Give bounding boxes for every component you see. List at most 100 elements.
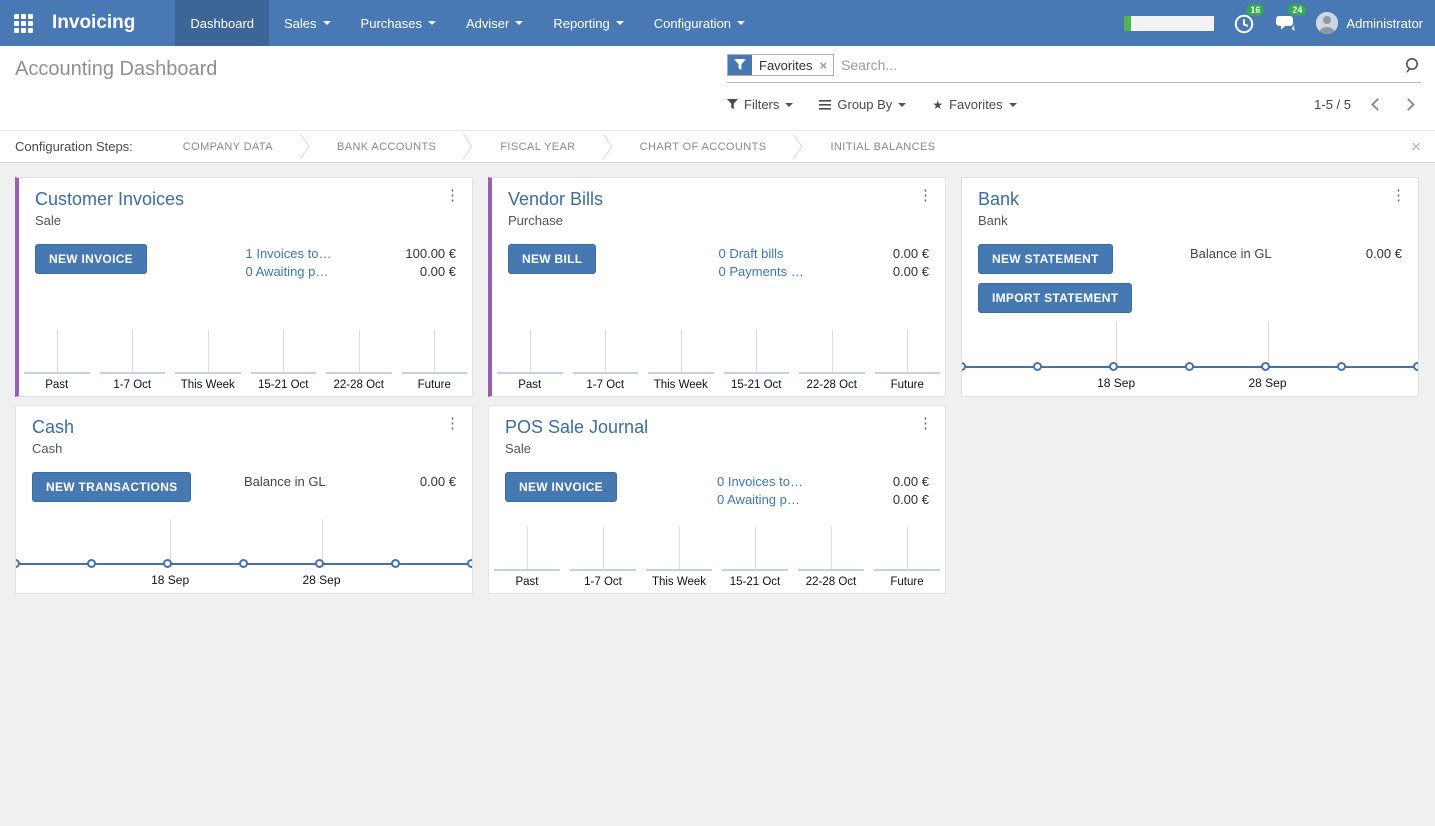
card-subtitle: Sale: [35, 213, 62, 228]
sparkline-line-chart[interactable]: 18 Sep 28 Sep: [962, 322, 1418, 396]
step-fiscal-year[interactable]: FISCAL YEAR: [500, 140, 576, 153]
new-transactions-button[interactable]: NEW TRANSACTIONS: [32, 472, 192, 502]
menu-purchases[interactable]: Purchases: [346, 0, 451, 46]
menu-sales[interactable]: Sales: [269, 0, 346, 46]
x-tick-label: 22-28 Oct: [806, 379, 858, 391]
search-options-row: Filters Group By ★ Favorites 1-5 / 5: [727, 97, 1435, 112]
step-initial-balances[interactable]: INITIAL BALANCES: [830, 140, 936, 153]
x-tick-label: 22-28 Oct: [333, 379, 385, 391]
x-tick-label: 22-28 Oct: [805, 576, 857, 588]
navbar-right: 16 24 Administrator: [1124, 0, 1435, 46]
x-tick-label: Past: [45, 379, 69, 391]
x-tick-label: Past: [518, 379, 542, 391]
caret-down-icon: [515, 21, 524, 25]
sparkline-line-chart[interactable]: 18 Sep 28 Sep: [16, 519, 472, 593]
new-invoice-button[interactable]: NEW INVOICE: [35, 244, 147, 274]
kebab-menu-icon[interactable]: ⋮: [918, 187, 933, 204]
group-by-button[interactable]: Group By: [819, 97, 907, 112]
card-title[interactable]: Customer Invoices: [35, 189, 185, 209]
funnel-icon: [727, 99, 738, 110]
invoices-to-validate-link[interactable]: 0 Invoices to…: [717, 474, 803, 489]
payments-link[interactable]: 0 Payments …: [718, 264, 804, 279]
menu-reporting[interactable]: Reporting: [538, 0, 638, 46]
card-title[interactable]: Bank: [978, 189, 1020, 209]
new-statement-button[interactable]: NEW STATEMENT: [978, 244, 1113, 274]
menu-adviser[interactable]: Adviser: [451, 0, 538, 46]
new-invoice-button[interactable]: NEW INVOICE: [505, 472, 617, 502]
kebab-menu-icon[interactable]: ⋮: [445, 415, 460, 432]
menu-configuration[interactable]: Configuration: [639, 0, 760, 46]
control-panel: Accounting Dashboard Favorites ×: [0, 46, 1435, 130]
sparkline-bar-chart[interactable]: Past 1-7 Oct This Week 15-21 Oct 22-28 O…: [19, 330, 472, 396]
awaiting-payments-link[interactable]: 0 Awaiting p…: [717, 492, 800, 507]
pager-previous-icon[interactable]: [1371, 98, 1384, 111]
kebab-menu-icon[interactable]: ⋮: [445, 187, 460, 204]
search-input[interactable]: [841, 57, 1403, 73]
x-tick-label: 28 Sep: [1248, 376, 1287, 390]
x-tick-label: 18 Sep: [1097, 376, 1136, 390]
x-tick-label: Future: [417, 379, 451, 391]
pager: 1-5 / 5: [1314, 97, 1435, 112]
x-tick-label: Future: [890, 379, 924, 391]
kpi-row: Balance in GL 0.00 €: [244, 474, 456, 489]
x-tick-label: 15-21 Oct: [729, 576, 781, 588]
chevron-separator-icon: [793, 133, 803, 160]
x-tick-label: 28 Sep: [302, 573, 341, 587]
sparkline-bar-chart[interactable]: Past 1-7 Oct This Week 15-21 Oct 22-28 O…: [489, 527, 945, 593]
filter-funnel-icon: [728, 55, 752, 75]
awaiting-payments-link[interactable]: 0 Awaiting p…: [245, 264, 329, 279]
draft-bills-link[interactable]: 0 Draft bills: [718, 246, 784, 261]
caret-down-icon: [427, 21, 436, 25]
pager-next-icon[interactable]: [1402, 98, 1415, 111]
search-icon[interactable]: [1403, 56, 1421, 74]
x-tick-label: 1-7 Oct: [584, 576, 622, 588]
menu-configuration-label: Configuration: [653, 15, 732, 31]
config-steps-label: Configuration Steps:: [15, 139, 133, 154]
x-tick-label: This Week: [180, 379, 235, 391]
menu-reporting-label: Reporting: [553, 15, 610, 31]
kebab-menu-icon[interactable]: ⋮: [1391, 187, 1406, 204]
card-customer-invoices: ⋮ Customer Invoices Sale NEW INVOICE 1 I…: [15, 177, 473, 397]
kpi-value: 0.00 €: [892, 264, 929, 279]
kebab-menu-icon[interactable]: ⋮: [918, 415, 933, 432]
facet-remove-icon[interactable]: ×: [819, 57, 828, 73]
user-name: Administrator: [1346, 15, 1423, 31]
messages-badge: 24: [1288, 4, 1307, 16]
invoices-to-validate-link[interactable]: 1 Invoices to…: [245, 246, 332, 261]
balance-in-gl-label: Balance in GL: [1190, 246, 1272, 261]
user-menu[interactable]: Administrator: [1316, 12, 1423, 34]
activities-badge: 16: [1246, 4, 1265, 16]
step-chart-of-accounts[interactable]: CHART OF ACCOUNTS: [639, 140, 767, 153]
card-title[interactable]: POS Sale Journal: [505, 417, 649, 437]
search-bar[interactable]: Favorites ×: [727, 54, 1421, 83]
activities-button[interactable]: 16: [1232, 4, 1265, 35]
breadcrumb: Accounting Dashboard: [15, 58, 218, 80]
app-title[interactable]: Invoicing: [52, 12, 136, 33]
card-subtitle: Sale: [505, 441, 532, 456]
messages-button[interactable]: 24: [1274, 4, 1307, 35]
kpi-value: 100.00 €: [405, 246, 456, 261]
chevron-separator-icon: [463, 133, 473, 160]
user-avatar: [1316, 12, 1339, 34]
sparkline-bar-chart[interactable]: Past 1-7 Oct This Week 15-21 Oct 22-28 O…: [492, 330, 945, 396]
clock-icon: [1235, 14, 1254, 34]
search-zone: Favorites × Filters: [727, 54, 1435, 112]
close-icon[interactable]: ×: [1411, 137, 1421, 156]
apps-menu-button[interactable]: [0, 0, 46, 46]
card-title[interactable]: Cash: [32, 417, 75, 437]
step-company-data[interactable]: COMPANY DATA: [182, 140, 273, 153]
favorites-button[interactable]: ★ Favorites: [932, 97, 1017, 112]
card-cash: ⋮ Cash Cash NEW TRANSACTIONS Balance in …: [15, 405, 473, 594]
group-by-label: Group By: [837, 97, 893, 112]
step-bank-accounts[interactable]: BANK ACCOUNTS: [336, 140, 437, 153]
menu-dashboard[interactable]: Dashboard: [175, 0, 270, 46]
card-title[interactable]: Vendor Bills: [508, 189, 604, 209]
x-tick-label: Past: [515, 576, 539, 588]
main-menu: Dashboard Sales Purchases Adviser Report…: [175, 0, 760, 46]
new-bill-button[interactable]: NEW BILL: [508, 244, 597, 274]
kpi-value: 0.00 €: [1365, 246, 1402, 261]
usage-progress-bar[interactable]: [1124, 15, 1215, 31]
import-statement-button[interactable]: IMPORT STATEMENT: [978, 283, 1133, 313]
config-steps: COMPANY DATA BANK ACCOUNTS FISCAL YEAR C…: [157, 131, 962, 162]
filters-button[interactable]: Filters: [727, 97, 794, 112]
